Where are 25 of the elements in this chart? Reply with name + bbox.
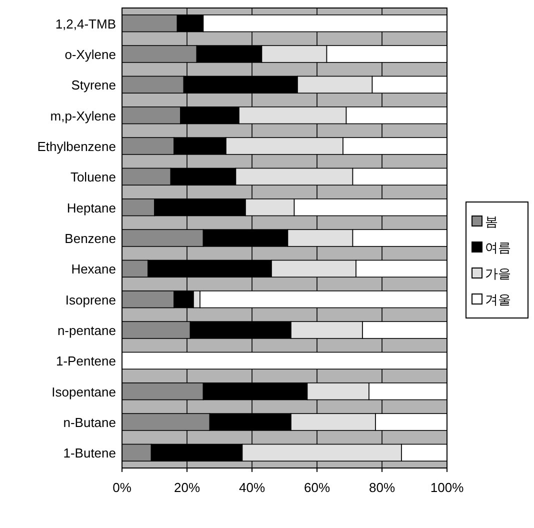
y-tick-label: 1-Pentene (56, 354, 116, 369)
x-tick-label: 100% (430, 480, 464, 495)
x-tick-label: 40% (238, 480, 266, 495)
legend-label: 가을 (485, 266, 511, 281)
y-tick-label: 1,2,4-TMB (55, 16, 116, 32)
y-tick-label: n-Butane (63, 415, 116, 430)
x-tick-label: 0% (112, 480, 132, 495)
x-tick-label: 60% (304, 480, 330, 495)
legend-label: 겨울 (485, 292, 511, 307)
x-tick-label: 80% (368, 480, 396, 495)
y-tick-label: m,p-Xylene (50, 108, 116, 124)
y-tick-label: 1-Butene (63, 446, 116, 461)
y-tick-label: Isopentane (52, 384, 116, 400)
y-tick-label: Styrene (71, 78, 116, 93)
x-tick-label: 20% (174, 480, 200, 495)
y-tick-label: Hexane (71, 262, 116, 277)
y-tick-label: n-pentane (57, 323, 116, 338)
y-tick-label: o-Xylene (64, 47, 116, 62)
legend-label: 여름 (485, 240, 511, 255)
y-tick-label: Isoprene (65, 292, 116, 308)
y-tick-label: Toluene (70, 170, 116, 185)
y-tick-label: Heptane (66, 200, 116, 216)
y-tick-label: Ethylbenzene (37, 139, 116, 154)
y-tick-label: Benzene (64, 231, 116, 246)
legend-label: 봄 (485, 214, 498, 229)
